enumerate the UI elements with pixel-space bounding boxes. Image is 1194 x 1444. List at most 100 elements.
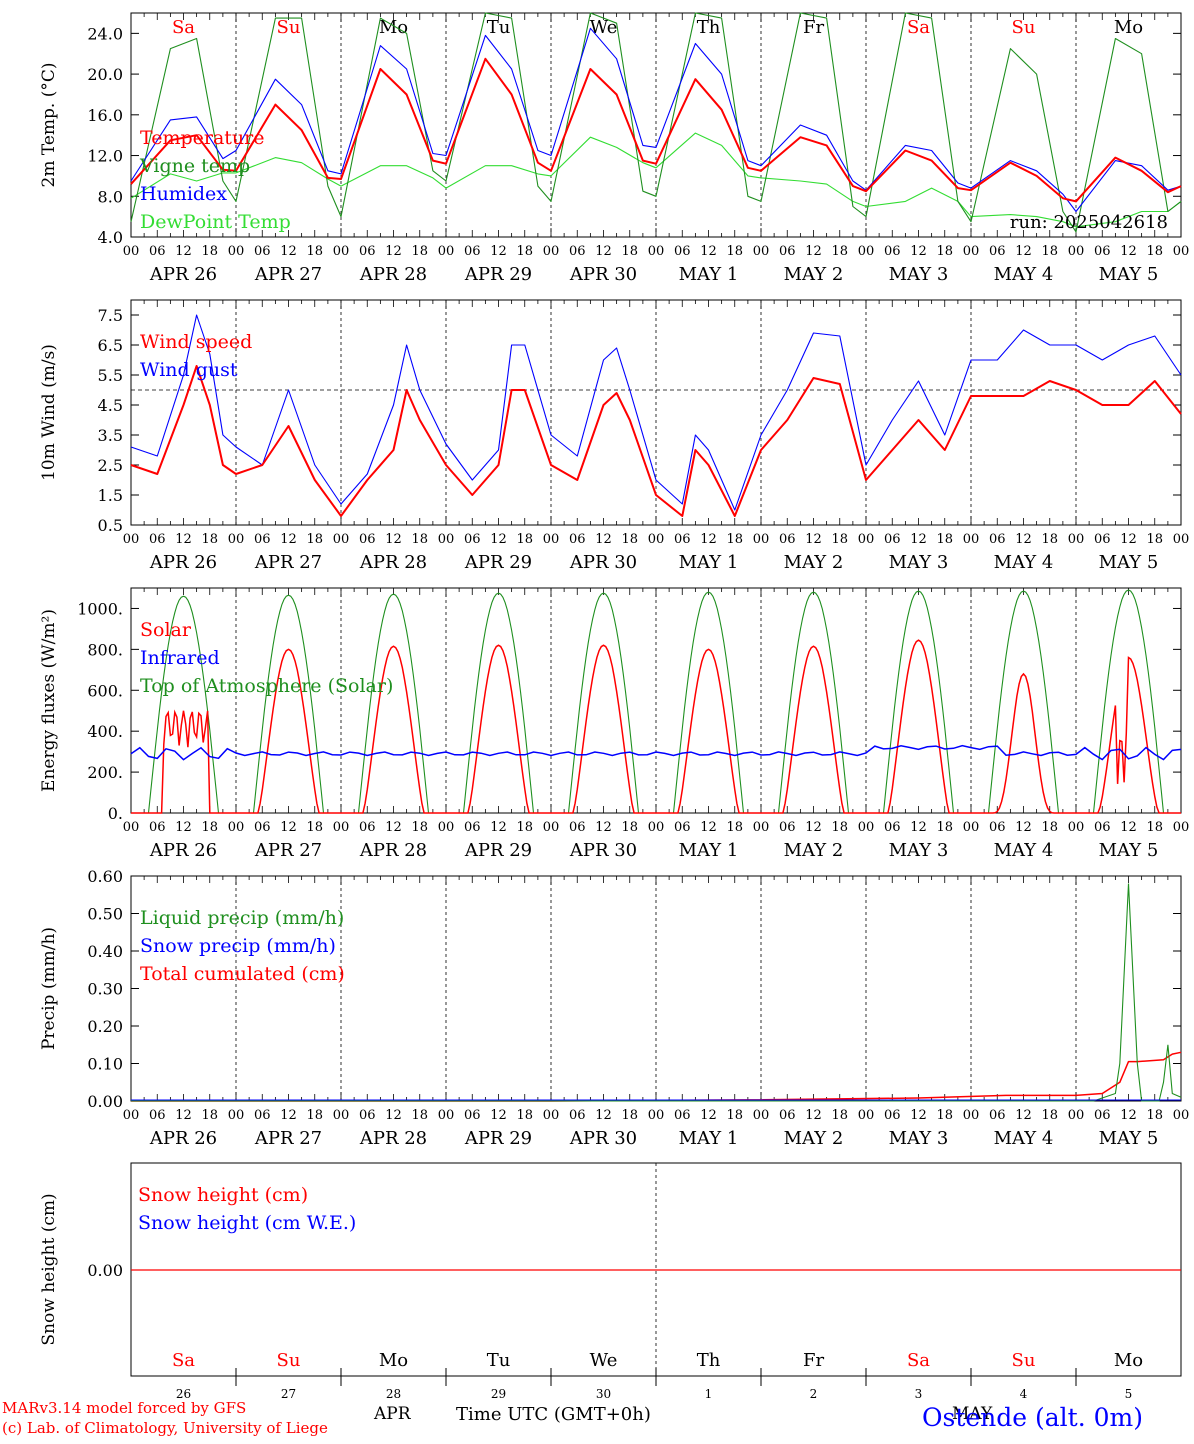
panel-1-date-label: APR 29 [464, 552, 532, 573]
panel-3-hour-label: 12 [700, 1108, 717, 1123]
panel-1-hour-label: 06 [884, 532, 901, 547]
series-temperature [130, 57, 1182, 203]
panel-1-frame [130, 299, 1182, 526]
panel-2-legend-top-of-atmosphere-solar-: Top of Atmosphere (Solar) [140, 675, 393, 697]
panel-0-date-label: APR 27 [254, 264, 322, 285]
panel-1-date-label: MAY 2 [784, 552, 844, 573]
panel-3-hour-label: 00 [753, 1108, 770, 1123]
panel-2-hour-label: 12 [490, 820, 507, 835]
panel-3-date-label: MAY 1 [679, 1128, 739, 1149]
panel-0-hour-label: 00 [858, 244, 875, 259]
bottom-weekday-label: Tu [487, 1350, 511, 1371]
panel-0-hour-label: 00 [648, 244, 665, 259]
panel-2-hour-label: 00 [543, 820, 560, 835]
panel-0-hour-label: 00 [543, 244, 560, 259]
bottom-weekday-label: Su [277, 1350, 301, 1371]
panel-1-legend-wind-speed: Wind speed [140, 331, 252, 353]
panel-2-date-label: APR 29 [464, 840, 532, 861]
panel-0-date-label: MAY 4 [994, 264, 1054, 285]
panel-0-hour-label: 00 [1068, 244, 1085, 259]
panel-0-hour-label: 18 [936, 244, 953, 259]
weekday-label: Su [277, 17, 301, 38]
panel-3-hour-label: 00 [333, 1108, 350, 1123]
panel-2-hour-label: 00 [333, 820, 350, 835]
panel-0-legend-humidex: Humidex [140, 183, 227, 205]
panel-2-ytick-label: 1000. [77, 599, 123, 618]
panel-2-hour-label: 06 [359, 820, 376, 835]
panel-3-ytick-label: 0.10 [87, 1055, 123, 1074]
panel-1-date-label: APR 26 [149, 552, 217, 573]
panel-2-ylabel: Energy fluxes (W/m²) [39, 609, 59, 792]
panel-3-hour-label: 06 [989, 1108, 1006, 1123]
panel-2-date-label: MAY 2 [784, 840, 844, 861]
panel-2-hour-label: 12 [595, 820, 612, 835]
panel-2-hour-label: 06 [674, 820, 691, 835]
panel-0-date-label: MAY 3 [889, 264, 949, 285]
bottom-weekday-label: Mo [1114, 1350, 1143, 1371]
bottom-weekday-label: We [590, 1350, 618, 1371]
panel-3-ytick-label: 0.60 [87, 867, 123, 886]
panel-2-legend-infrared: Infrared [140, 647, 220, 669]
series-liquid-precip [131, 883, 1182, 1102]
panel-1-hour-label: 18 [201, 532, 218, 547]
panel-1-ytick-label: 7.5 [98, 306, 123, 325]
panel-1-ytick-label: 1.5 [98, 486, 123, 505]
panel-3-date-label: APR 30 [569, 1128, 637, 1149]
panel-2-hour-label: 00 [228, 820, 245, 835]
panel-0-hour-label: 12 [700, 244, 717, 259]
panel-2-hour-label: 00 [1173, 820, 1190, 835]
panel-1-hour-label: 00 [333, 532, 350, 547]
panel-3-hour-label: 12 [385, 1108, 402, 1123]
panel-3-date-label: APR 26 [149, 1128, 217, 1149]
panel-2-hour-label: 18 [201, 820, 218, 835]
panel-3-hour-label: 18 [1041, 1108, 1058, 1123]
panel-3-ytick-label: 0.40 [87, 942, 123, 961]
panel-3-hour-label: 06 [1094, 1108, 1111, 1123]
panel-2-hour-label: 12 [280, 820, 297, 835]
panel-3-ytick-label: 0.30 [87, 980, 123, 999]
panel-1-hour-label: 00 [543, 532, 560, 547]
series-humidex [130, 27, 1182, 213]
panel-1-hour-label: 06 [254, 532, 271, 547]
weekday-label: Su [1012, 17, 1036, 38]
panel-3-hour-label: 12 [1120, 1108, 1137, 1123]
month-label-may: MAY [952, 1404, 993, 1424]
panel-1-hour-label: 06 [359, 532, 376, 547]
panel-0-hour-label: 18 [726, 244, 743, 259]
panel-1-hour-label: 12 [175, 532, 192, 547]
panel-0-ytick-label: 4.0 [98, 228, 123, 247]
panel-4-legend-item: Snow height (cm W.E.) [138, 1212, 356, 1234]
weekday-label: Mo [1114, 17, 1143, 38]
panel-0-hour-label: 06 [674, 244, 691, 259]
panel-3-date-label: MAY 3 [889, 1128, 949, 1149]
panel-2-date-label: MAY 1 [679, 840, 739, 861]
panel-1-hour-label: 06 [149, 532, 166, 547]
bottom-weekday-label: Fr [803, 1350, 824, 1371]
model-credit: MARv3.14 model forced by GFS [2, 1399, 247, 1417]
panel-1-ylabel: 10m Wind (m/s) [39, 344, 59, 481]
weekday-label: Sa [172, 17, 195, 38]
panel-3-hour-label: 12 [595, 1108, 612, 1123]
panel-3-date-label: MAY 4 [994, 1128, 1054, 1149]
panel-0-hour-label: 18 [201, 244, 218, 259]
series-toa-solar [131, 589, 1181, 814]
panel-3-hour-label: 06 [884, 1108, 901, 1123]
panel-2-hour-label: 18 [936, 820, 953, 835]
panel-2-hour-label: 06 [1094, 820, 1111, 835]
panel-3-ytick-label: 0.20 [87, 1017, 123, 1036]
panel-0-hour-label: 18 [306, 244, 323, 259]
panel-2-date-label: APR 28 [359, 840, 427, 861]
panel-2-hour-label: 12 [805, 820, 822, 835]
day-number-label: 1 [705, 1387, 713, 1401]
panel-3-hour-label: 00 [963, 1108, 980, 1123]
panel-0-hour-label: 00 [438, 244, 455, 259]
panel-0-hour-label: 18 [621, 244, 638, 259]
panel-3-hour-label: 12 [910, 1108, 927, 1123]
panel-0-hour-label: 00 [963, 244, 980, 259]
series-dewpoint-temp [130, 132, 1182, 228]
panel-0-hour-label: 06 [1094, 244, 1111, 259]
weekday-label: Mo [379, 17, 408, 38]
panel-3-hour-label: 12 [280, 1108, 297, 1123]
panel-2-legend-solar: Solar [140, 619, 192, 641]
